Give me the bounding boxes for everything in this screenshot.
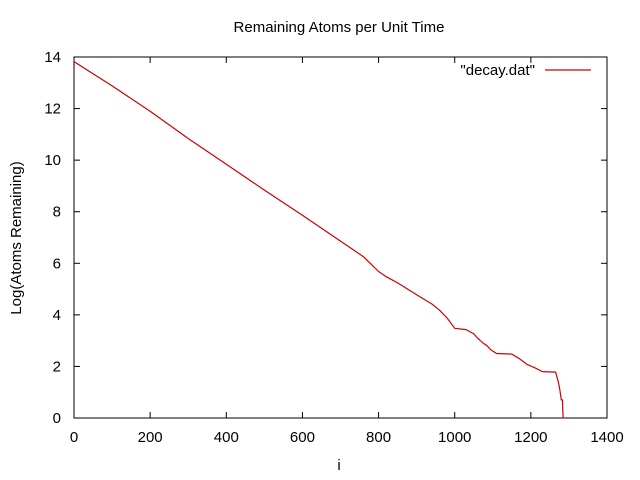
y-tick-label: 4 xyxy=(53,307,61,324)
chart-title: Remaining Atoms per Unit Time xyxy=(234,19,445,36)
y-tick-labels: 0 2 4 6 8 10 12 14 xyxy=(44,49,61,427)
series-layer xyxy=(73,61,564,419)
y-tick-label: 10 xyxy=(44,152,61,169)
y-tick-label: 2 xyxy=(53,358,61,375)
legend-label: "decay.dat" xyxy=(460,62,535,79)
x-tick-label: 0 xyxy=(70,429,78,446)
y-tick-label: 0 xyxy=(53,410,61,427)
y-tick-label: 8 xyxy=(53,204,61,221)
x-tick-label: 800 xyxy=(366,429,391,446)
x-axis-label: i xyxy=(337,457,340,474)
legend: "decay.dat" xyxy=(460,62,591,79)
x-tick-labels: 0 200 400 600 800 1000 1200 1400 xyxy=(70,429,624,446)
axis-ticks xyxy=(74,57,607,418)
x-tick-label: 1200 xyxy=(514,429,547,446)
series-line xyxy=(73,61,564,419)
y-tick-label: 14 xyxy=(44,49,61,66)
plot-frame xyxy=(73,56,608,419)
x-tick-label: 600 xyxy=(290,429,315,446)
x-tick-label: 200 xyxy=(138,429,163,446)
x-tick-label: 400 xyxy=(214,429,239,446)
y-axis-label: Log(Atoms Remaining) xyxy=(8,161,25,314)
x-tick-label: 1000 xyxy=(438,429,471,446)
x-tick-label: 1400 xyxy=(590,429,623,446)
y-tick-label: 12 xyxy=(44,101,61,118)
y-tick-label: 6 xyxy=(53,255,61,272)
